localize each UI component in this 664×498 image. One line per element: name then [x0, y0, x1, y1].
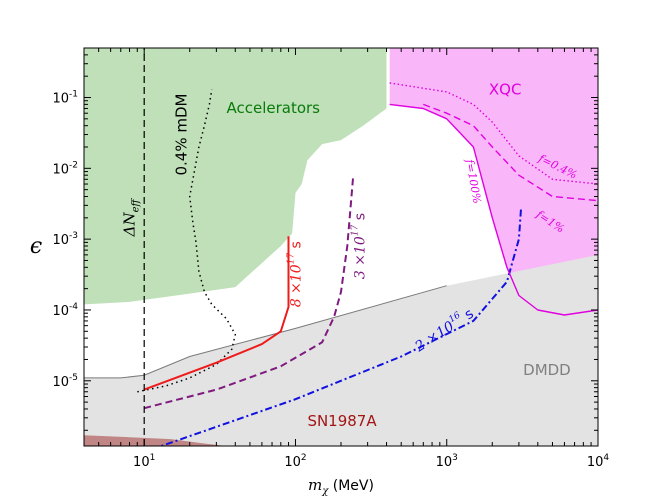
y-axis-label: ϵ — [30, 234, 42, 259]
x-tick-label: 101 — [133, 453, 155, 470]
curve-f-1 — [423, 103, 598, 202]
region-xqc — [389, 48, 598, 315]
curves-layer — [137, 48, 598, 446]
region-label-accelerators: Accelerators — [226, 99, 320, 117]
labels-layer: Accelerators XQC DMDD SN1987A 0.4% mDM 8 ×101… — [120, 81, 579, 430]
curve-2-10-16-s — [161, 207, 523, 446]
y-tick-label: 10-2 — [52, 160, 78, 177]
x-axis-label: mχ (MeV) — [308, 476, 374, 497]
region-accelerators — [84, 48, 387, 305]
x-tick-label: 104 — [587, 453, 610, 470]
curve-label-3-10-17-s: 3 ×1017 s — [350, 213, 368, 279]
region-label-sn1987a: SN1987A — [307, 412, 377, 430]
curve-8-10-17-s — [143, 236, 290, 391]
curve-f-100 — [389, 103, 598, 316]
y-tick-label: 10-3 — [52, 231, 78, 248]
x-tick-label: 102 — [284, 453, 306, 470]
curve-label-8-10-17-s: 8 ×1017 s — [287, 241, 305, 307]
region-sn1987a — [84, 435, 227, 446]
y-tick-label: 10-4 — [52, 302, 78, 319]
regions-layer — [84, 48, 598, 446]
curve-3-10-17-s — [143, 178, 354, 410]
region-label-dmdd: DMDD — [523, 361, 571, 379]
region-label-xqc: XQC — [489, 81, 522, 99]
y-tick-label: 10-1 — [52, 90, 78, 107]
x-tick-label: 103 — [436, 453, 458, 470]
curve-label-0-4-mdm: 0.4% mDM — [172, 94, 190, 176]
curve-label-neff: ΔNeff — [120, 197, 141, 237]
axes-layer: 101 102 103 104 10-5 10-4 10-3 10-2 10-1 mχ (MeV)… — [30, 47, 610, 497]
curve-0-4-mdm — [137, 89, 237, 393]
curve-f-0-4 — [389, 82, 598, 185]
y-tick-label: 10-5 — [52, 373, 78, 390]
dmdd-boundary — [84, 285, 447, 379]
region-dmdd — [84, 254, 598, 446]
